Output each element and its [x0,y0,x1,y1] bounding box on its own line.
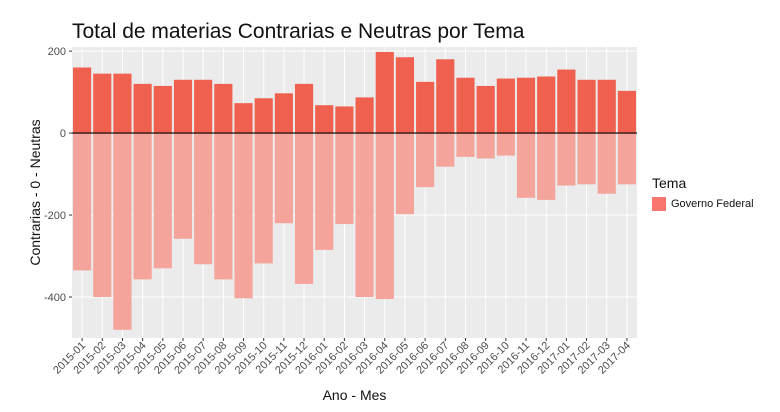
bar-neutras-2016-04 [375,133,394,300]
bar-contrarias-2016-04 [375,51,394,134]
bar-contrarias-2016-05 [395,57,415,134]
bar-contrarias-2015-08 [214,83,233,134]
bar-contrarias-2015-01 [73,67,92,134]
bar-contrarias-2017-03 [597,79,616,134]
bar-contrarias-2015-09 [234,103,253,134]
legend-key-swatch [652,197,666,211]
bar-neutras-2017-03 [597,133,616,194]
y-tick-label: -400 [44,292,66,304]
bar-neutras-2016-06 [416,133,435,188]
bar-neutras-2015-03 [113,133,132,330]
bar-contrarias-2015-10 [254,98,273,134]
bar-contrarias-2015-03 [113,73,132,134]
bar-neutras-2016-10 [496,133,515,156]
bar-neutras-2015-08 [214,133,233,280]
bar-neutras-2016-11 [516,133,536,198]
bar-contrarias-2017-04 [617,90,636,134]
bar-contrarias-2016-11 [516,77,536,134]
bar-contrarias-2016-06 [416,81,435,134]
bar-contrarias-2015-11 [274,93,293,134]
bar-contrarias-2017-01 [557,69,576,134]
bar-contrarias-2017-02 [577,79,596,134]
bar-contrarias-2016-12 [537,76,556,134]
y-tick-label: 200 [48,46,66,58]
legend-label: Governo Federal [671,198,754,210]
bar-contrarias-2016-03 [355,97,374,134]
bar-neutras-2016-02 [335,133,354,225]
y-axis: 200 0 -200 -400 [44,46,72,304]
bar-neutras-2016-03 [355,133,374,298]
bar-neutras-2016-07 [436,133,455,167]
bar-neutras-2016-09 [476,133,495,159]
x-axis-title: Ano - Mes [323,387,387,403]
bar-contrarias-2016-09 [476,85,495,134]
y-axis-title: Contrarias - 0 - Neutras [27,119,43,265]
y-tick-label: -200 [44,210,66,222]
x-axis: 2015-012015-022015-032015-042015-052015-… [51,338,633,377]
bar-neutras-2015-04 [133,133,152,280]
bar-contrarias-2016-02 [335,106,354,134]
bar-neutras-2016-08 [456,133,475,157]
bar-contrarias-2016-10 [496,78,515,134]
bar-neutras-2015-05 [153,133,172,269]
chart-title: Total de materias Contrarias e Neutras p… [72,20,525,43]
bar-neutras-2017-01 [557,133,576,186]
bar-neutras-2017-04 [617,133,636,185]
legend: Tema Governo Federal [652,175,754,211]
legend-title: Tema [652,175,687,191]
bar-neutras-2015-09 [234,133,253,299]
bar-neutras-2017-02 [577,133,596,185]
bars [73,51,636,330]
bar-contrarias-2016-01 [315,105,334,134]
bar-neutras-2015-06 [173,133,193,239]
bar-neutras-2015-02 [93,133,112,298]
bar-neutras-2015-10 [254,133,273,264]
bar-contrarias-2015-06 [173,79,193,134]
bar-contrarias-2015-07 [194,79,213,134]
bar-neutras-2016-12 [537,133,556,200]
bar-neutras-2015-11 [274,133,293,224]
bar-neutras-2015-12 [294,133,314,284]
bar-contrarias-2016-07 [436,59,455,134]
bar-neutras-2016-01 [315,133,334,250]
bar-contrarias-2015-12 [294,83,314,134]
y-tick-label: 0 [60,128,66,140]
bar-neutras-2016-05 [395,133,415,215]
bar-contrarias-2015-04 [133,83,152,134]
bar-contrarias-2015-02 [93,73,112,134]
bar-contrarias-2015-05 [153,85,172,134]
bar-contrarias-2016-08 [456,77,475,134]
legend-item: Governo Federal [652,197,754,211]
bar-neutras-2015-01 [73,133,92,271]
bar-neutras-2015-07 [194,133,213,265]
